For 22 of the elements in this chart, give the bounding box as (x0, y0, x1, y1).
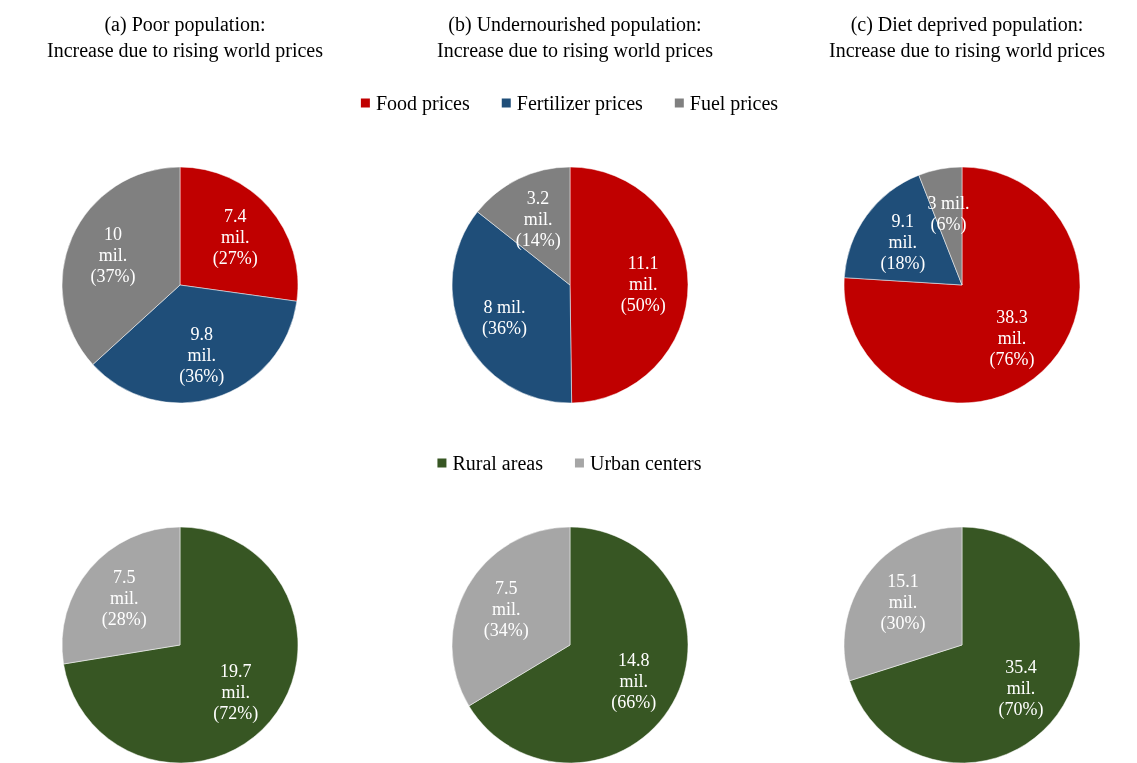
data-label: 15.1 mil. (30%) (880, 570, 926, 634)
chart-title: (c) Diet deprived population: Increase due to rising world prices (828, 13, 1106, 62)
data-label: 7.5 mil. (28%) (101, 566, 147, 630)
data-label: 14.8 mil. (66%) (611, 649, 657, 713)
legend-label: Food prices (375, 92, 470, 115)
data-label: 35.4 mil. (70%) (998, 657, 1044, 721)
legend-label: Fuel prices (689, 92, 779, 115)
data-label: 8 mil. (36%) (481, 296, 527, 339)
data-label: 3.2 mil. (14%) (515, 188, 561, 252)
data-label: 7.4 mil. (27%) (212, 205, 258, 269)
data-label: 7.5 mil. (34%) (483, 578, 529, 642)
chart-title: (b) Undernourished population: Increase due to rising world prices (436, 13, 714, 62)
data-label: 10 mil. (37%) (90, 224, 136, 288)
legend-label: Rural areas (452, 452, 544, 474)
data-label: 9.1 mil. (18%) (880, 210, 926, 274)
legend-label: Urban centers (589, 452, 702, 474)
data-label: 19.7 mil. (72%) (213, 661, 259, 725)
legend-label: Fertilizer prices (516, 92, 644, 115)
chart-title: (a) Poor population: Increase due to rising world prices (46, 13, 324, 62)
data-label: 9.8 mil. (36%) (179, 323, 225, 387)
data-label: 38.3 mil. (76%) (989, 307, 1035, 371)
data-label: 11.1 mil. (50%) (620, 253, 666, 317)
